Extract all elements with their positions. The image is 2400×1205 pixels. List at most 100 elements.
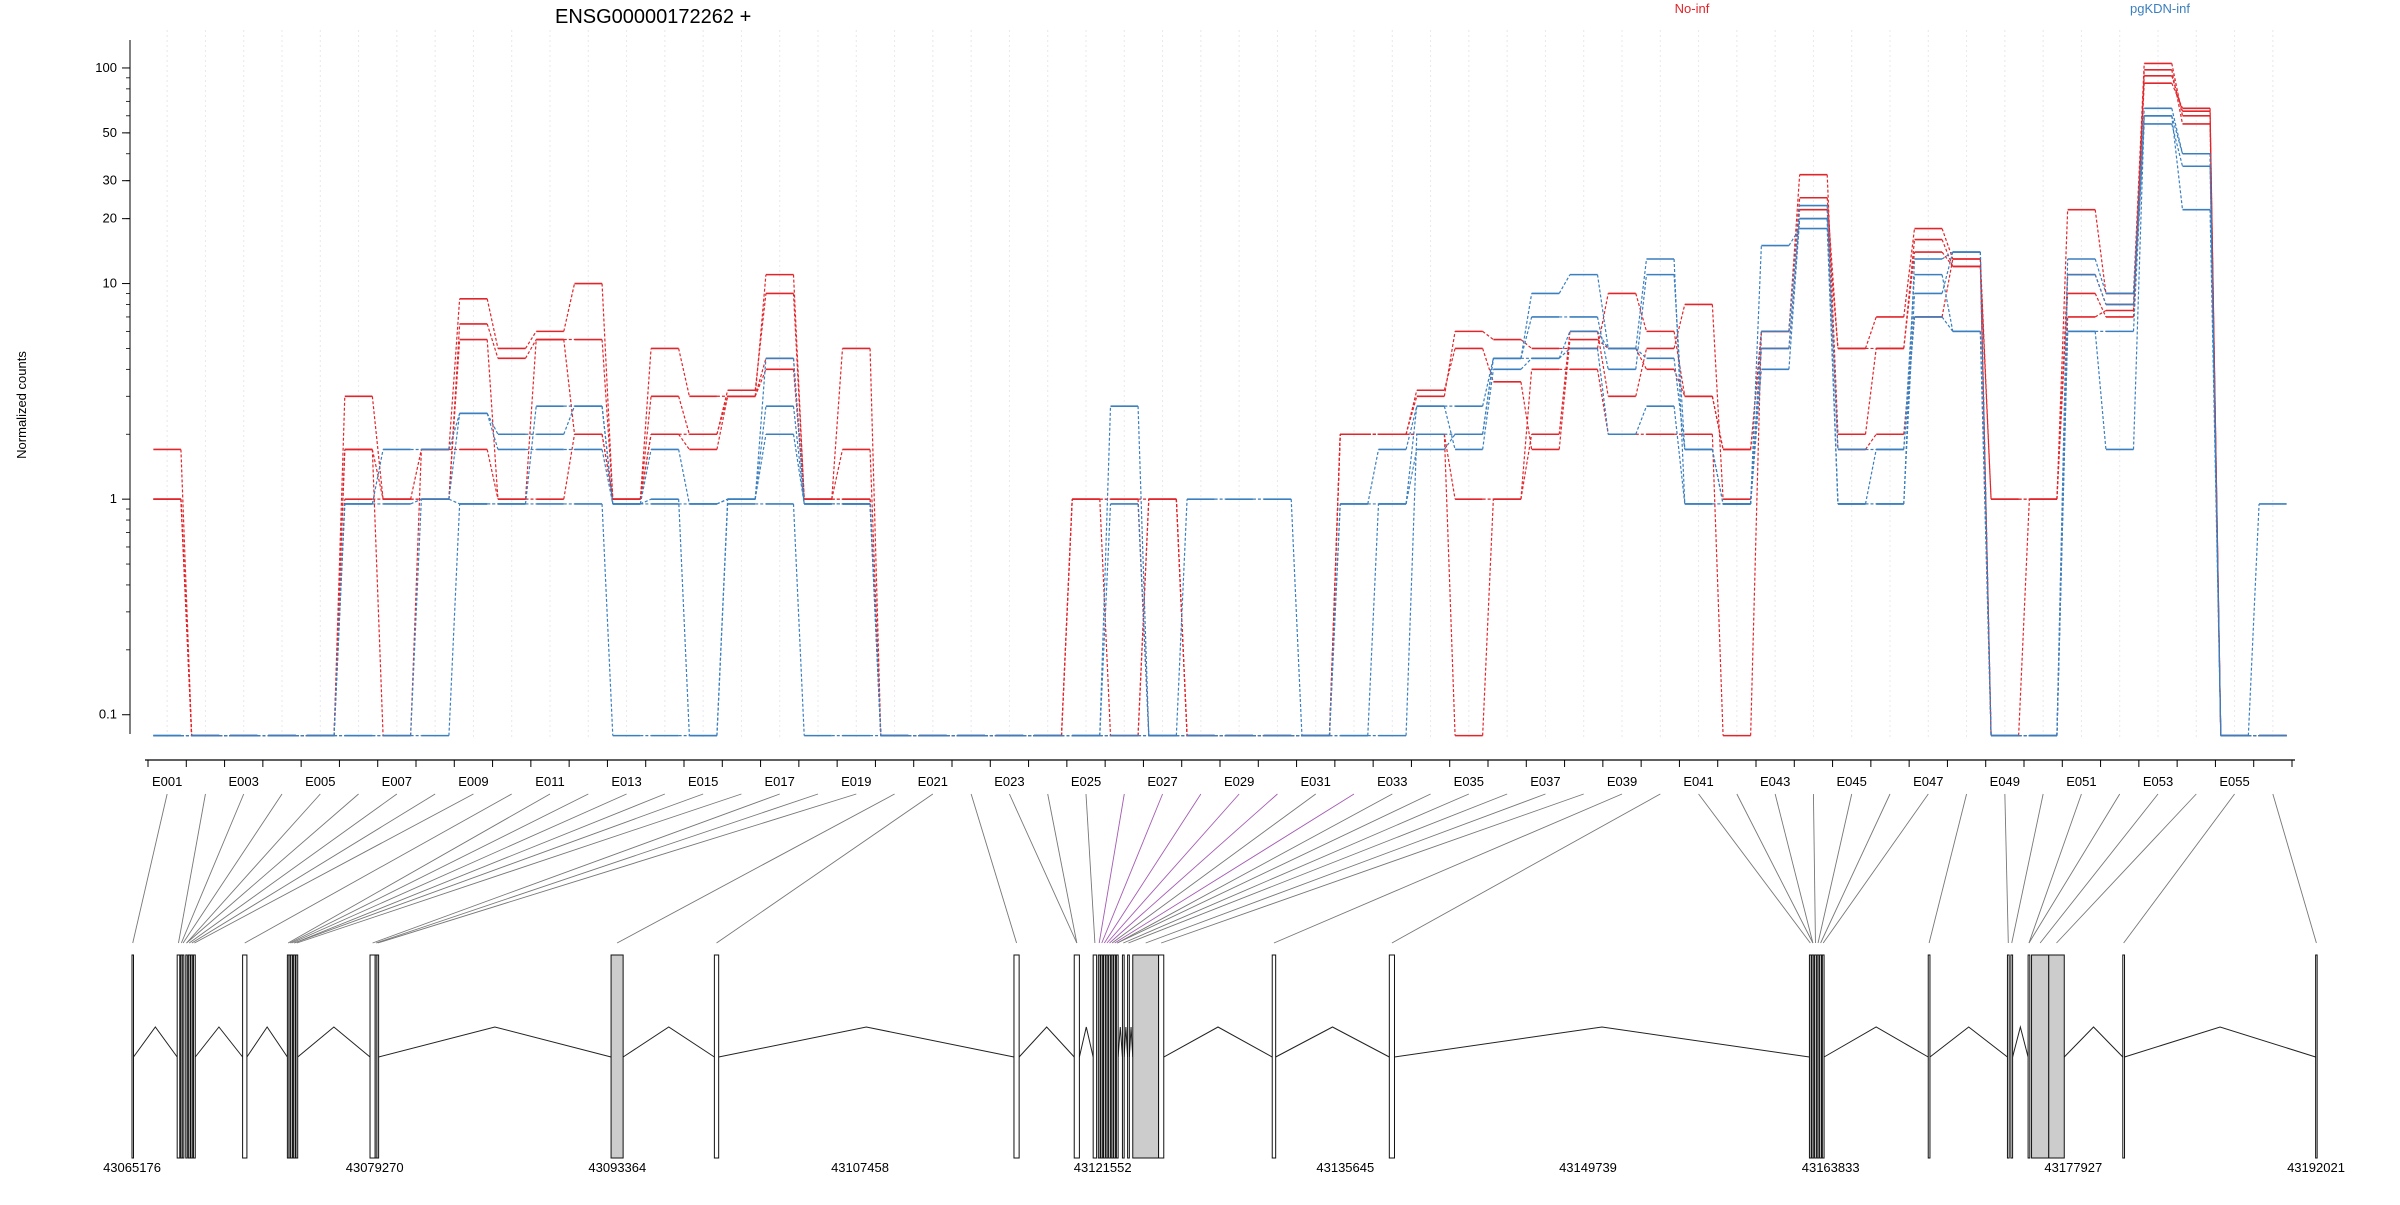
connector-e012 <box>289 793 589 944</box>
series-no-inf-3-connector <box>2171 82 2184 109</box>
series-pgkdn-inf-4-connector <box>1635 258 1648 349</box>
connector-e043 <box>1774 793 1814 944</box>
series-no-inf-2-connector <box>1443 348 1456 391</box>
series-no-inf-0-connector <box>1596 293 1609 349</box>
exon-e015 <box>369 954 376 1159</box>
connector-e040 <box>1391 793 1661 944</box>
intron <box>1394 1026 1810 1058</box>
exon-e030 <box>1115 954 1119 1159</box>
exon-e020 <box>1013 954 1020 1159</box>
series-pgkdn-inf-6-connector <box>792 358 805 504</box>
series-pgkdn-inf-6-connector <box>1596 331 1609 349</box>
series-no-inf-3-connector <box>1979 258 1992 736</box>
series-pgkdn-inf-6-connector <box>1711 449 1724 505</box>
series-pgkdn-inf-4-connector <box>1596 274 1609 349</box>
series-no-inf-1-connector <box>754 293 767 391</box>
x-tick-label-e037: E037 <box>1530 774 1560 789</box>
series-no-inf-1-connector <box>1099 499 1112 736</box>
genomic-tick-label: 43163833 <box>1802 1160 1860 1175</box>
connector-e053 <box>2039 793 2159 944</box>
y-tick-label: 0.1 <box>99 707 117 722</box>
series-no-inf-0-connector <box>754 274 767 397</box>
connector-e013 <box>291 793 627 944</box>
exon-e032 <box>1127 954 1130 1159</box>
series-no-inf-0-connector <box>678 348 690 397</box>
connector-e056 <box>2272 793 2317 944</box>
series-pgkdn-inf-4-connector <box>2094 258 2107 294</box>
series-no-inf-2-connector <box>2171 75 2184 112</box>
series-no-inf-3-connector <box>180 499 193 736</box>
x-tick-label-e007: E007 <box>382 774 412 789</box>
series-no-inf-3-connector <box>524 339 537 500</box>
legend-no-inf: No-inf <box>1675 1 1710 16</box>
series-no-inf-2-connector <box>1482 348 1494 383</box>
series-no-inf-3-connector <box>601 339 614 500</box>
series-pgkdn-inf-7-connector <box>1405 406 1418 505</box>
exon-e027 <box>1108 954 1111 1159</box>
connector-e001 <box>132 793 168 944</box>
chart-title: ENSG00000172262 + <box>555 6 751 28</box>
series-pgkdn-inf-4-connector <box>1520 293 1533 359</box>
connector-e014 <box>294 793 666 944</box>
exon-e023 <box>1097 954 1101 1159</box>
series-pgkdn-inf-6-connector <box>1903 293 1916 504</box>
series-pgkdn-inf-7-connector <box>1750 369 1762 504</box>
series-pgkdn-inf-4-connector <box>754 406 767 500</box>
intron <box>2063 1026 2124 1058</box>
series-pgkdn-inf-5-connector <box>640 498 652 505</box>
series-pgkdn-inf-6-connector <box>1941 251 1954 294</box>
series-no-inf-0-connector <box>792 274 805 500</box>
series-pgkdn-inf-5-connector <box>486 413 499 450</box>
exon-e019 <box>713 954 720 1159</box>
connector-e045 <box>1817 793 1853 944</box>
series-pgkdn-inf-7-connector <box>2209 209 2222 736</box>
exon-e021 <box>1073 954 1080 1159</box>
intron <box>1163 1026 1273 1058</box>
series-no-inf-0-connector <box>371 396 384 500</box>
series-no-inf-1-connector <box>1520 434 1533 500</box>
series-no-inf-2-connector <box>1060 499 1073 736</box>
series-pgkdn-inf-7-connector <box>2171 115 2184 210</box>
series-pgkdn-inf-7-connector <box>1596 348 1609 435</box>
connector-e015 <box>294 793 704 944</box>
series-pgkdn-inf-6-connector <box>448 498 460 505</box>
series-pgkdn-inf-5-connector <box>333 503 346 736</box>
x-tick-label-e031: E031 <box>1301 774 1331 789</box>
series-pgkdn-inf-7-connector <box>1482 369 1494 450</box>
series-no-inf-1-connector <box>792 293 805 500</box>
series-pgkdn-inf-4-connector <box>2247 503 2260 736</box>
exon-e022 <box>1092 954 1098 1159</box>
genomic-tick-label: 43121552 <box>1074 1160 1132 1175</box>
series-pgkdn-inf-7-connector <box>1941 316 1954 332</box>
series-lines <box>153 62 2287 737</box>
x-tick-label-e039: E039 <box>1607 774 1637 789</box>
series-no-inf-2-connector <box>1979 266 1992 500</box>
series-pgkdn-inf-4-connector <box>1750 245 1762 504</box>
exon-e038 <box>1811 954 1815 1159</box>
exon-e033 <box>1132 954 1160 1159</box>
series-no-inf-1-connector <box>2132 63 2145 294</box>
x-tick-label-e019: E019 <box>841 774 871 789</box>
intron <box>1123 1026 1129 1058</box>
y-axis: 0.1 1 10 20 30 50 100 <box>95 40 131 734</box>
series-pgkdn-inf-7-connector <box>1673 406 1686 505</box>
legend-pgkdn-inf: pgKDN-inf <box>2130 1 2190 16</box>
exon-e028 <box>1110 954 1114 1159</box>
series-pgkdn-inf-4-connector <box>1290 499 1303 736</box>
exon-e013 <box>292 954 296 1159</box>
intron <box>1078 1026 1094 1058</box>
series-pgkdn-inf-5-connector <box>1328 503 1341 736</box>
intron <box>194 1026 244 1058</box>
y-tick-label: 10 <box>103 276 117 291</box>
series-no-inf-0-connector <box>486 323 499 359</box>
series-no-inf-1-connector <box>1558 331 1571 435</box>
connector-e010 <box>244 793 512 944</box>
connector-e023 <box>1009 793 1078 944</box>
x-tick-label-e005: E005 <box>305 774 335 789</box>
series-pgkdn-inf-6-connector <box>1788 218 1801 349</box>
genomic-tick-label: 43192021 <box>2287 1160 2345 1175</box>
series-no-inf-3-connector <box>2094 309 2107 318</box>
exon-e043 <box>1927 954 1931 1159</box>
series-no-inf-2-connector <box>716 396 729 450</box>
